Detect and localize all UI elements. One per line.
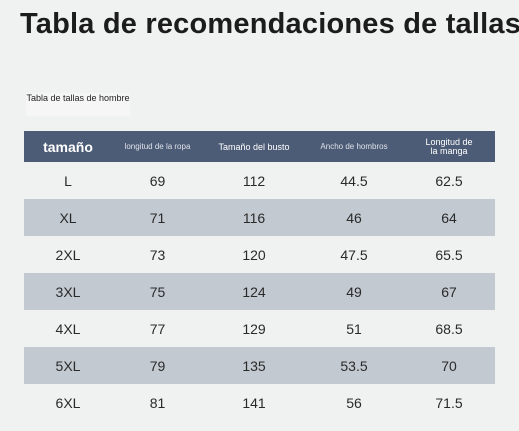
cell-bust: 116 (242, 209, 266, 226)
table-row: L 69 112 44.5 62.5 (24, 162, 495, 199)
cell-sleeve: 65.5 (435, 246, 463, 263)
table-row: 6XL 81 141 56 71.5 (24, 384, 495, 421)
size-chart-table: tamaño longitud de la ropa Tamaño del bu… (24, 131, 495, 421)
cell-shoulder: 53.5 (340, 357, 368, 374)
cell-length: 73 (149, 246, 166, 263)
header-length: longitud de la ropa (124, 142, 191, 151)
table-header-row: tamaño longitud de la ropa Tamaño del bu… (24, 131, 495, 162)
cell-length: 79 (149, 357, 166, 374)
cell-shoulder: 49 (346, 283, 362, 300)
table-row: 2XL 73 120 47.5 65.5 (24, 236, 495, 273)
table-row: XL 71 116 46 64 (24, 199, 495, 236)
header-sleeve-line1: Longitud de (425, 136, 473, 147)
table-row: 5XL 79 135 53.5 70 (24, 347, 495, 384)
header-size: tamaño (43, 138, 93, 155)
cell-sleeve: 67 (441, 283, 457, 300)
header-sleeve: Longitud de la manga (403, 136, 495, 156)
cell-shoulder: 44.5 (340, 172, 368, 189)
cell-sleeve: 70 (441, 357, 457, 374)
cell-length: 75 (149, 283, 166, 300)
cell-shoulder: 51 (346, 320, 362, 337)
cell-length: 71 (149, 209, 166, 226)
cell-bust: 141 (242, 394, 266, 411)
cell-size: 3XL (55, 283, 81, 300)
table-subtitle: Tabla de tallas de hombre (26, 93, 130, 116)
cell-size: L (64, 172, 72, 189)
cell-sleeve: 62.5 (435, 172, 463, 189)
cell-shoulder: 47.5 (340, 246, 368, 263)
cell-length: 69 (149, 172, 166, 189)
header-shoulder: Ancho de hombros (320, 142, 388, 151)
header-bust: Tamaño del busto (218, 141, 290, 152)
cell-sleeve: 71.5 (435, 394, 463, 411)
cell-length: 77 (149, 320, 166, 337)
cell-size: 5XL (55, 357, 81, 374)
cell-size: 4XL (55, 320, 81, 337)
cell-sleeve: 64 (441, 209, 457, 226)
header-sleeve-line2: la manga (430, 145, 468, 156)
cell-size: 2XL (55, 246, 81, 263)
cell-bust: 124 (242, 283, 266, 300)
cell-sleeve: 68.5 (435, 320, 463, 337)
cell-bust: 135 (242, 357, 266, 374)
cell-shoulder: 56 (346, 394, 362, 411)
table-row: 3XL 75 124 49 67 (24, 273, 495, 310)
page-title: Tabla de recomendaciones de tallas (20, 8, 519, 40)
table-row: 4XL 77 129 51 68.5 (24, 310, 495, 347)
cell-length: 81 (149, 394, 166, 411)
cell-bust: 129 (242, 320, 266, 337)
cell-size: XL (59, 209, 77, 226)
cell-bust: 120 (242, 246, 266, 263)
cell-bust: 112 (242, 172, 266, 189)
cell-shoulder: 46 (346, 209, 362, 226)
cell-size: 6XL (55, 394, 81, 411)
